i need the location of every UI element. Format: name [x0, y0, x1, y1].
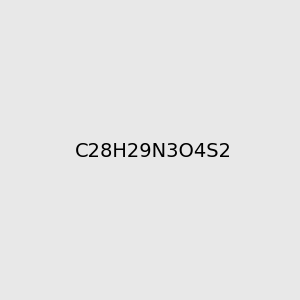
Text: C28H29N3O4S2: C28H29N3O4S2 — [75, 142, 232, 161]
